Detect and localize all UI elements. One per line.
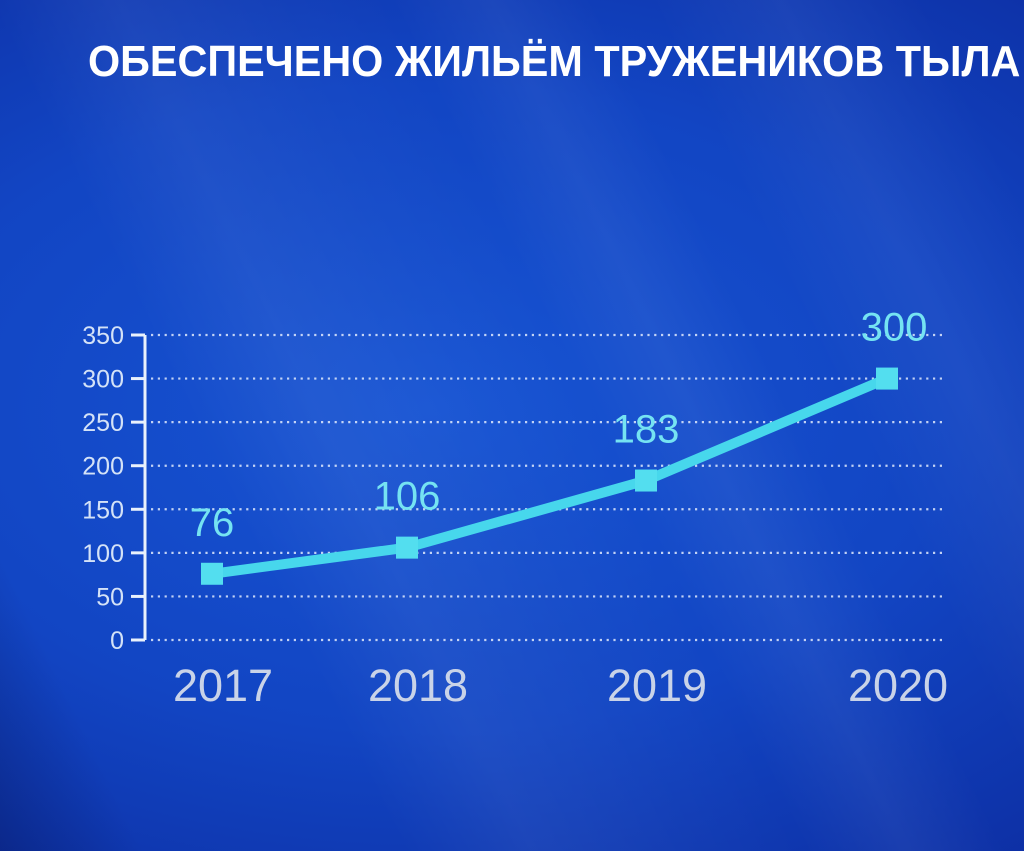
y-tick-label-50: 50 — [96, 583, 124, 611]
chart-title: ОБЕСПЕЧЕНО ЖИЛЬЁМ ТРУЖЕНИКОВ ТЫЛА — [88, 37, 1021, 86]
data-point-2017 — [201, 562, 223, 585]
y-tick-label-0: 0 — [110, 627, 124, 655]
data-label-2020: 300 — [861, 306, 928, 350]
y-tick-label-300: 300 — [82, 366, 124, 394]
data-label-2017: 76 — [190, 501, 235, 545]
data-line — [211, 373, 889, 579]
data-label-2019: 183 — [613, 408, 680, 452]
y-tick-label-150: 150 — [82, 496, 124, 524]
data-point-2020 — [876, 367, 898, 390]
data-point-2019 — [635, 469, 657, 492]
y-tick-label-350: 350 — [82, 322, 124, 350]
y-tick-label-250: 250 — [82, 409, 124, 437]
y-tick-label-200: 200 — [82, 453, 124, 481]
x-tick-label-2017: 2017 — [173, 660, 273, 711]
data-label-2018: 106 — [374, 475, 441, 519]
x-tick-label-2018: 2018 — [368, 660, 468, 711]
x-tick-label-2019: 2019 — [607, 660, 707, 711]
x-tick-label-2020: 2020 — [848, 660, 948, 711]
y-tick-label-100: 100 — [82, 540, 124, 568]
data-point-2018 — [396, 536, 418, 559]
